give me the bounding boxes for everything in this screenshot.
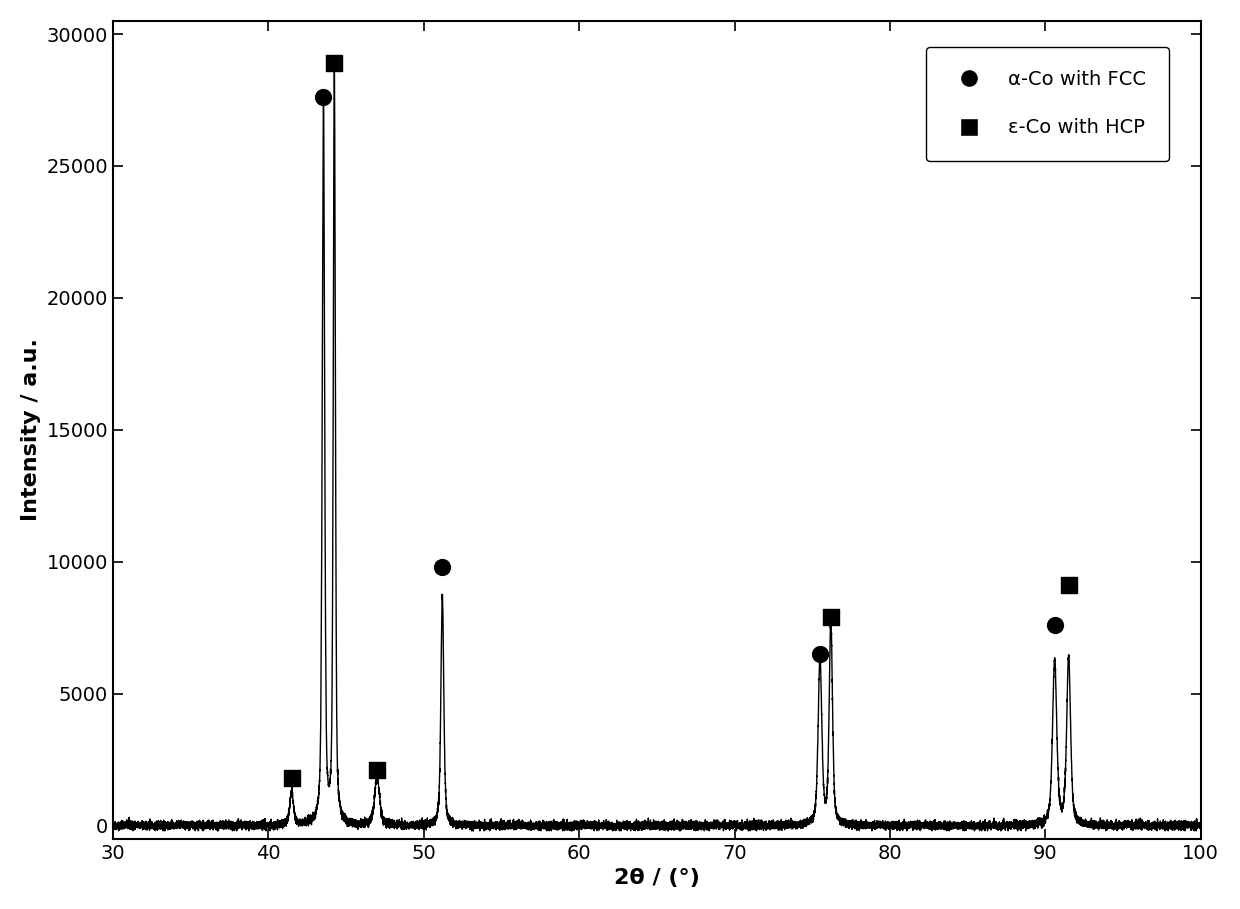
Point — [325, 55, 345, 70]
Point — [821, 610, 841, 624]
Legend: α-Co with FCC, ε-Co with HCP: α-Co with FCC, ε-Co with HCP — [926, 47, 1169, 161]
Point — [433, 560, 453, 574]
Point — [1059, 578, 1079, 593]
Point — [1045, 618, 1065, 633]
Point — [367, 763, 387, 777]
Y-axis label: Intensity / a.u.: Intensity / a.u. — [21, 338, 41, 521]
Point — [281, 771, 301, 785]
Point — [810, 647, 830, 662]
Point — [314, 90, 334, 105]
X-axis label: 2θ / (°): 2θ / (°) — [614, 868, 699, 888]
